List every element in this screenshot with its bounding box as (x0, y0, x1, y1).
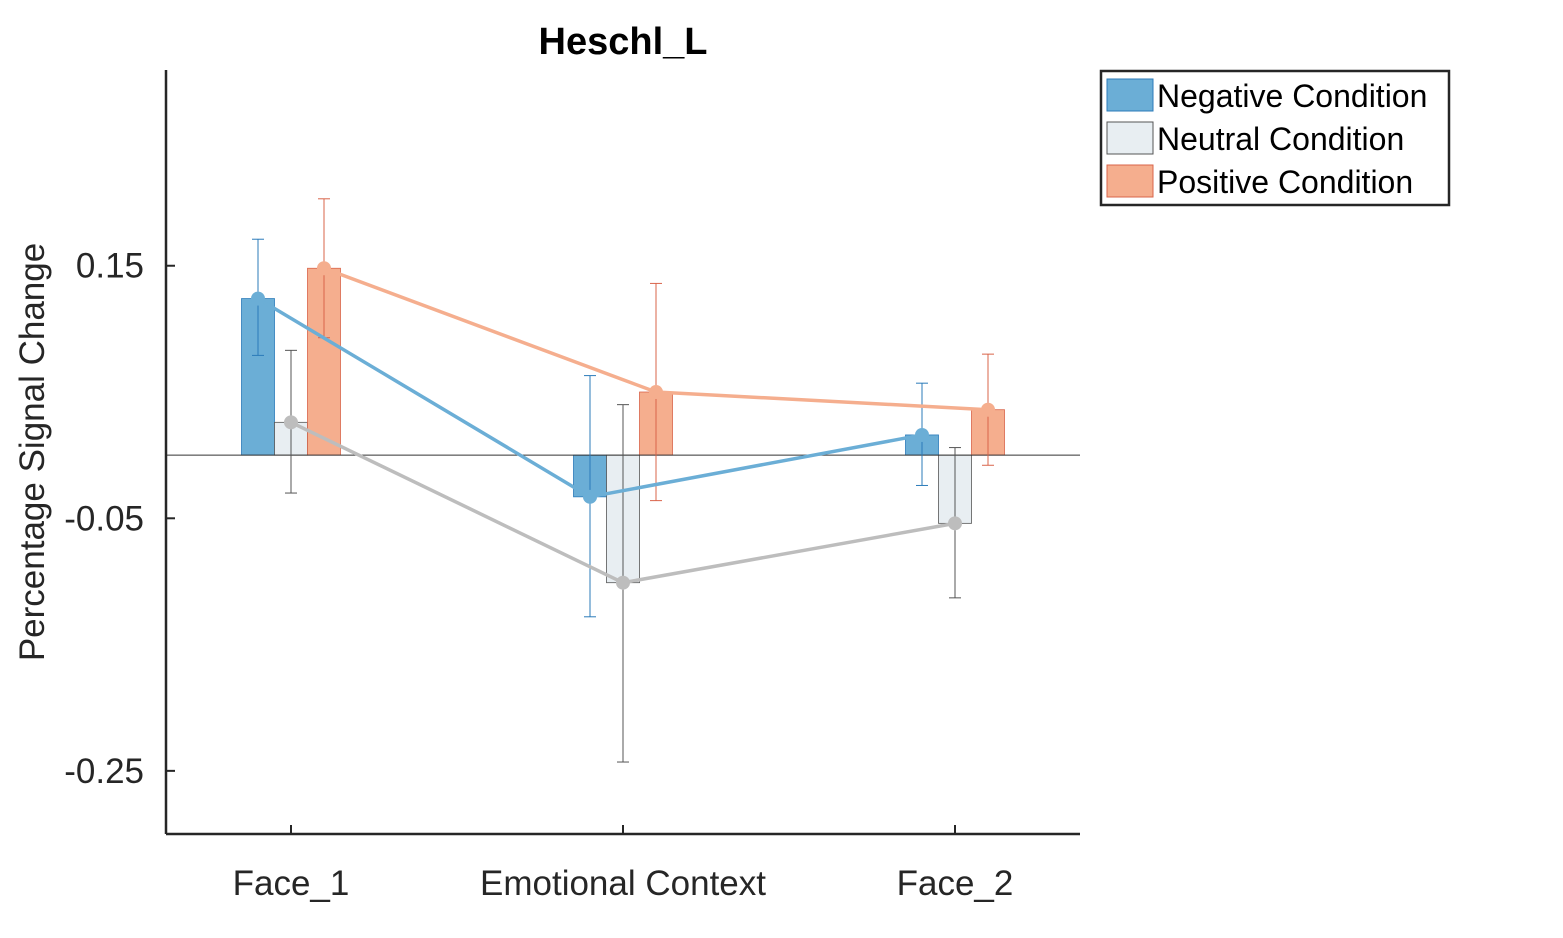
y-tick-label-2: -0.25 (64, 752, 144, 791)
chart-title: Heschl_L (539, 21, 708, 63)
y-tick-label-1: -0.05 (64, 499, 144, 538)
legend-swatch-1 (1106, 121, 1154, 155)
legend: Negative Condition Neutral Condition Posit… (1099, 69, 1451, 207)
legend-label-0: Negative Condition (1157, 78, 1427, 114)
y-axis-label: Percentage Signal Change (13, 243, 52, 661)
legend-swatch-2 (1106, 164, 1154, 198)
legend-label-1: Neutral Condition (1157, 121, 1404, 157)
legend-label-2: Positive Condition (1157, 164, 1413, 200)
data-point-0-2 (915, 427, 929, 442)
data-point-0-0 (251, 291, 265, 306)
plot-area: 0.15 -0.05 -0.25 Face_1 Emotional Context Fac… (64, 70, 1080, 903)
x-tick-label-0: Face_1 (233, 864, 350, 903)
data-point-2-2 (981, 402, 995, 417)
x-tick-label-2: Face_2 (897, 864, 1014, 903)
data-point-1-2 (948, 516, 962, 531)
legend-box (1099, 69, 1451, 207)
data-point-1-1 (616, 575, 630, 590)
legend-swatch-0 (1106, 78, 1154, 112)
data-point-2-0 (317, 261, 331, 276)
x-tick-label-1: Emotional Context (480, 864, 766, 903)
y-tick-label-0: 0.15 (76, 247, 144, 286)
data-point-1-0 (284, 415, 298, 430)
data-point-2-1 (649, 385, 663, 400)
data-point-0-1 (583, 489, 597, 504)
